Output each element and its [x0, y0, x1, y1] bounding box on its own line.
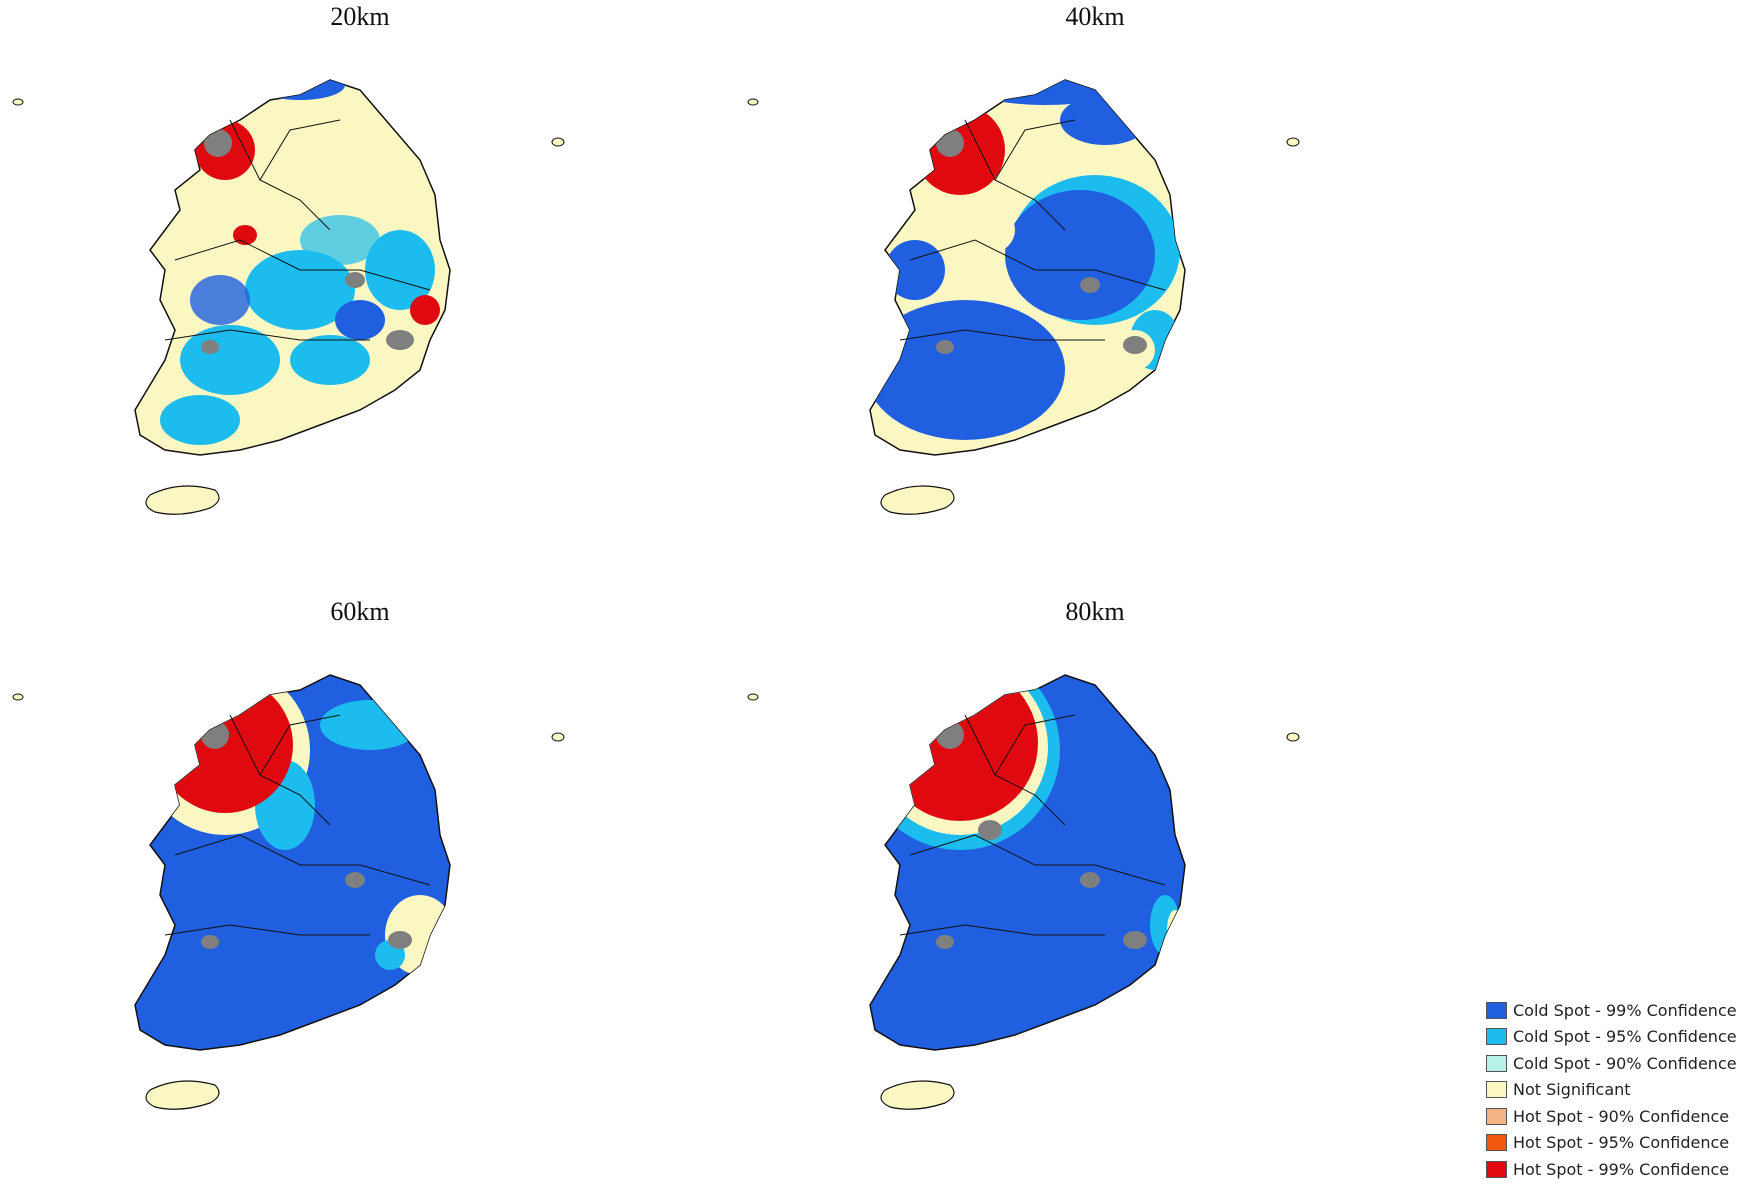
- legend-swatch: [1486, 1081, 1507, 1099]
- mainland: [134, 674, 451, 1051]
- panel-title: 80km: [1065, 597, 1125, 626]
- panel-title: 40km: [1065, 2, 1125, 31]
- legend-label: Not Significant: [1513, 1080, 1631, 1100]
- ulleungdo-island: [1286, 732, 1300, 742]
- legend-item-cold90: Cold Spot - 90% Confidence: [1486, 1050, 1742, 1077]
- west-island: [747, 693, 759, 701]
- map-80km: [747, 674, 1300, 1110]
- legend-swatch: [1486, 1054, 1507, 1072]
- west-island: [747, 98, 759, 106]
- legend-swatch: [1486, 1134, 1507, 1152]
- legend-item-cold99: Cold Spot - 99% Confidence: [1486, 997, 1742, 1024]
- legend-label: Hot Spot - 90% Confidence: [1513, 1106, 1730, 1126]
- panel-title: 20km: [330, 2, 390, 31]
- legend-swatch: [1486, 1107, 1507, 1125]
- ulleungdo-island: [551, 137, 565, 147]
- map-60km: [12, 674, 565, 1110]
- jeju-island: [880, 485, 955, 515]
- map-legend: Cold Spot - 99% Confidence Cold Spot - 9…: [1486, 997, 1742, 1183]
- legend-item-not-significant: Not Significant: [1486, 1077, 1742, 1104]
- map-panel-60km: 60km: [0, 595, 720, 1185]
- west-island: [12, 98, 24, 106]
- legend-item-hot90: Hot Spot - 90% Confidence: [1486, 1103, 1742, 1130]
- map-40km: [747, 79, 1300, 515]
- legend-swatch: [1486, 1028, 1507, 1046]
- legend-label: Cold Spot - 90% Confidence: [1513, 1053, 1737, 1073]
- legend-label: Cold Spot - 95% Confidence: [1513, 1027, 1737, 1047]
- panel-title: 60km: [330, 597, 390, 626]
- ulleungdo-island: [1286, 137, 1300, 147]
- legend-label: Cold Spot - 99% Confidence: [1513, 1000, 1737, 1020]
- map-panel-40km: 40km: [735, 0, 1455, 590]
- legend-item-hot95: Hot Spot - 95% Confidence: [1486, 1130, 1742, 1157]
- map-panel-80km: 80km: [735, 595, 1455, 1185]
- jeju-island: [145, 1080, 220, 1110]
- mainland: [869, 79, 1186, 456]
- map-20km: [12, 79, 565, 515]
- map-panel-20km: 20km: [0, 0, 720, 590]
- legend-item-hot99: Hot Spot - 99% Confidence: [1486, 1156, 1742, 1183]
- mainland: [869, 674, 1186, 1051]
- legend-item-cold95: Cold Spot - 95% Confidence: [1486, 1024, 1742, 1051]
- mainland: [134, 79, 451, 456]
- ulleungdo-island: [551, 732, 565, 742]
- jeju-island: [145, 485, 220, 515]
- legend-swatch: [1486, 1160, 1507, 1178]
- legend-label: Hot Spot - 99% Confidence: [1513, 1159, 1730, 1179]
- west-island: [12, 693, 24, 701]
- legend-swatch: [1486, 1001, 1507, 1019]
- jeju-island: [880, 1080, 955, 1110]
- legend-label: Hot Spot - 95% Confidence: [1513, 1133, 1730, 1153]
